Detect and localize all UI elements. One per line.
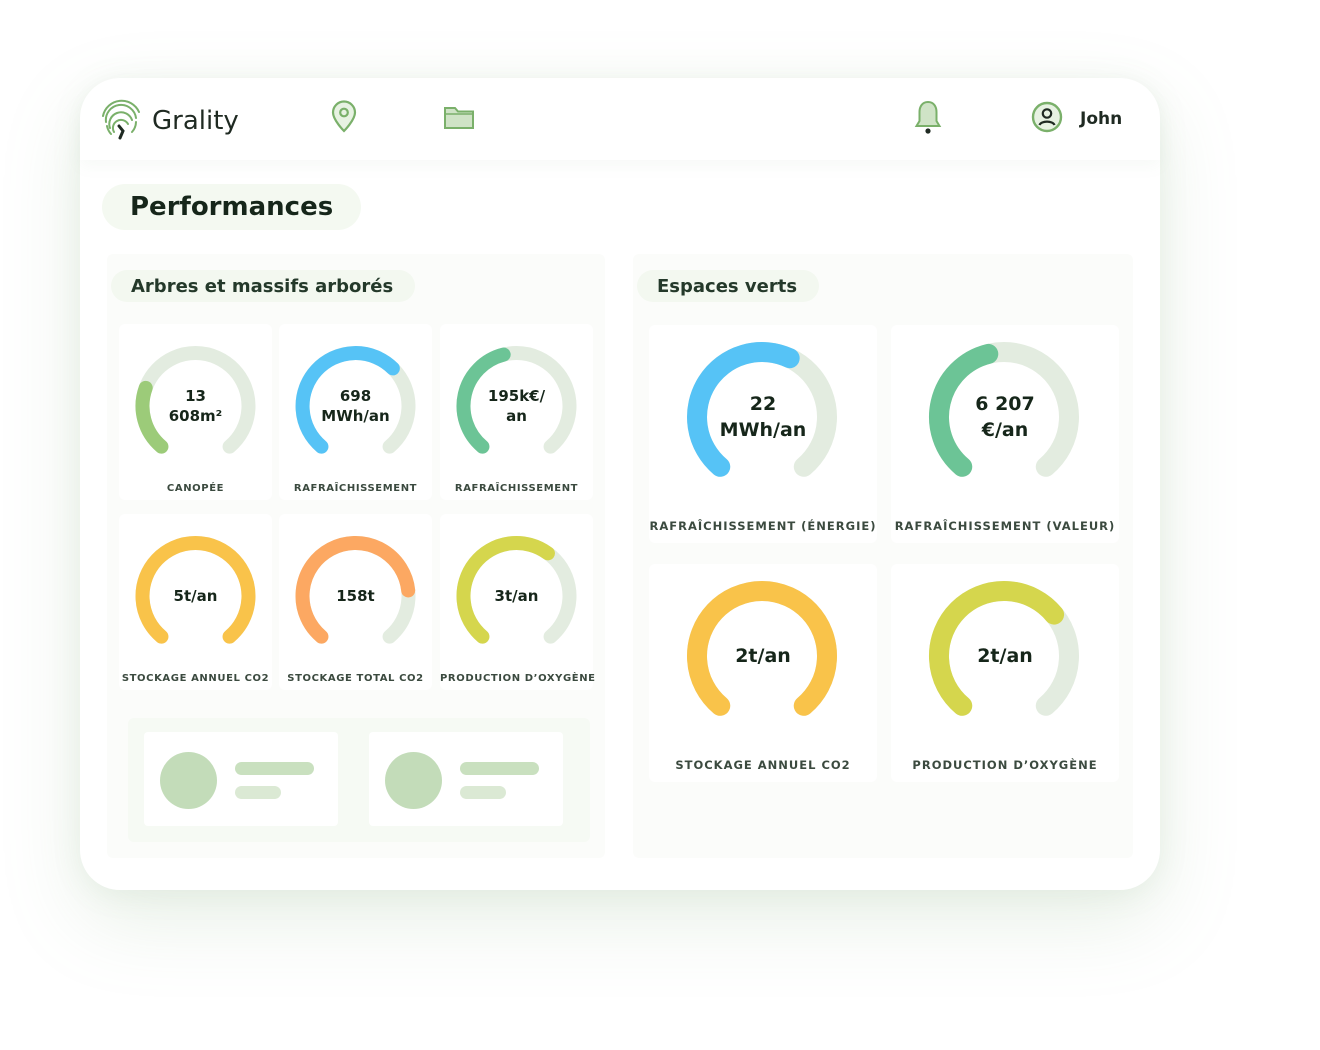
gauge-value: 6 207 €/an bbox=[975, 393, 1035, 441]
placeholder-line bbox=[460, 786, 506, 799]
gauge-value: 22 MWh/an bbox=[719, 393, 807, 441]
gauge-chart bbox=[687, 581, 837, 716]
gauge-value: 5t/an bbox=[173, 587, 218, 605]
gauge-chart bbox=[456, 346, 577, 454]
folder-icon[interactable] bbox=[442, 100, 476, 134]
green-spaces-panel-title: Espaces verts bbox=[637, 270, 820, 302]
gauge-card[interactable]: 158t STOCKAGE TOTAL CO2 bbox=[279, 514, 432, 690]
gauge-fill-arc bbox=[295, 536, 416, 644]
gauge-label: RAFRAÎCHISSEMENT (VALEUR) bbox=[894, 519, 1116, 533]
gauge-label: STOCKAGE ANNUEL CO2 bbox=[121, 673, 270, 684]
gauge-card[interactable]: 698 MWh/an RAFRAÎCHISSEMENT bbox=[279, 324, 432, 500]
gauge-fill-arc bbox=[929, 343, 999, 477]
gauge-chart bbox=[929, 342, 1079, 477]
gauge-value: 13 608m² bbox=[168, 387, 223, 425]
placeholder-area bbox=[128, 718, 590, 842]
gauge-value: 158t bbox=[336, 587, 375, 605]
user-menu[interactable]: John bbox=[1030, 100, 1122, 138]
gauge-chart bbox=[135, 346, 256, 454]
gauge-value: 195k€/ an bbox=[487, 387, 546, 425]
gauge-fill-arc bbox=[687, 342, 800, 477]
gauge-label: RAFRAÎCHISSEMENT bbox=[454, 483, 579, 494]
gauge-card[interactable]: 195k€/ an RAFRAÎCHISSEMENT bbox=[440, 324, 593, 500]
placeholder-line bbox=[235, 786, 281, 799]
user-circle-icon bbox=[1030, 100, 1064, 138]
gauge-fill-arc bbox=[456, 536, 555, 644]
user-name: John bbox=[1080, 109, 1123, 129]
gauge-label: CANOPÉE bbox=[166, 483, 225, 494]
placeholder-avatar bbox=[385, 752, 442, 809]
app-name: Grality bbox=[152, 106, 239, 136]
placeholder-avatar bbox=[160, 752, 217, 809]
gauge-card[interactable]: 3t/an PRODUCTION D’OXYGÈNE bbox=[440, 514, 596, 690]
gauge-chart bbox=[295, 346, 416, 454]
gauge-chart bbox=[135, 536, 256, 644]
placeholder-line bbox=[460, 762, 539, 775]
gauge-card[interactable]: 2t/an STOCKAGE ANNUEL CO2 bbox=[649, 564, 877, 782]
trees-panel-title: Arbres et massifs arborés bbox=[111, 270, 416, 302]
gauge-value: 2t/an bbox=[977, 645, 1033, 667]
gauge-card[interactable]: 2t/an PRODUCTION D’OXYGÈNE bbox=[891, 564, 1119, 782]
gauge-chart bbox=[929, 580, 1079, 716]
gauge-value: 2t/an bbox=[735, 645, 791, 667]
gauge-label: RAFRAÎCHISSEMENT (ÉNERGIE) bbox=[649, 519, 877, 533]
placeholder-card bbox=[144, 732, 338, 826]
gauge-fill-arc bbox=[295, 346, 400, 454]
gauge-label: STOCKAGE ANNUEL CO2 bbox=[675, 758, 851, 772]
gauge-fill-arc bbox=[135, 380, 169, 454]
gauge-card[interactable]: 22 MWh/an RAFRAÎCHISSEMENT (ÉNERGIE) bbox=[649, 325, 877, 543]
gauge-chart bbox=[687, 342, 837, 477]
gauge-label: PRODUCTION D’OXYGÈNE bbox=[440, 673, 596, 684]
location-pin-icon[interactable] bbox=[327, 100, 361, 134]
gauge-fill-arc bbox=[135, 536, 256, 644]
gauge-label: STOCKAGE TOTAL CO2 bbox=[287, 673, 424, 684]
placeholder-line bbox=[235, 762, 314, 775]
app-logo[interactable]: Grality bbox=[98, 96, 239, 146]
gauge-value: 3t/an bbox=[494, 587, 539, 605]
gauge-label: RAFRAÎCHISSEMENT bbox=[293, 483, 418, 494]
gauge-card[interactable]: 6 207 €/an RAFRAÎCHISSEMENT (VALEUR) bbox=[891, 325, 1119, 543]
gauge-label: PRODUCTION D’OXYGÈNE bbox=[912, 758, 1098, 772]
page-title: Performances bbox=[102, 184, 362, 230]
gauge-value: 698 MWh/an bbox=[321, 387, 390, 425]
app-window: Grality bbox=[80, 78, 1160, 890]
gauge-card[interactable]: 13 608m² CANOPÉE bbox=[119, 324, 272, 500]
gauge-chart bbox=[295, 536, 416, 644]
fingerprint-logo-icon bbox=[98, 96, 144, 146]
gauge-chart bbox=[456, 536, 577, 644]
gauge-fill-arc bbox=[687, 581, 837, 716]
placeholder-card bbox=[369, 732, 563, 826]
gauge-fill-arc bbox=[456, 347, 511, 454]
gauge-card[interactable]: 5t/an STOCKAGE ANNUEL CO2 bbox=[119, 514, 272, 690]
bell-icon[interactable] bbox=[911, 100, 945, 134]
gauge-fill-arc bbox=[929, 580, 1065, 716]
top-navigation-bar: Grality bbox=[80, 78, 1160, 160]
